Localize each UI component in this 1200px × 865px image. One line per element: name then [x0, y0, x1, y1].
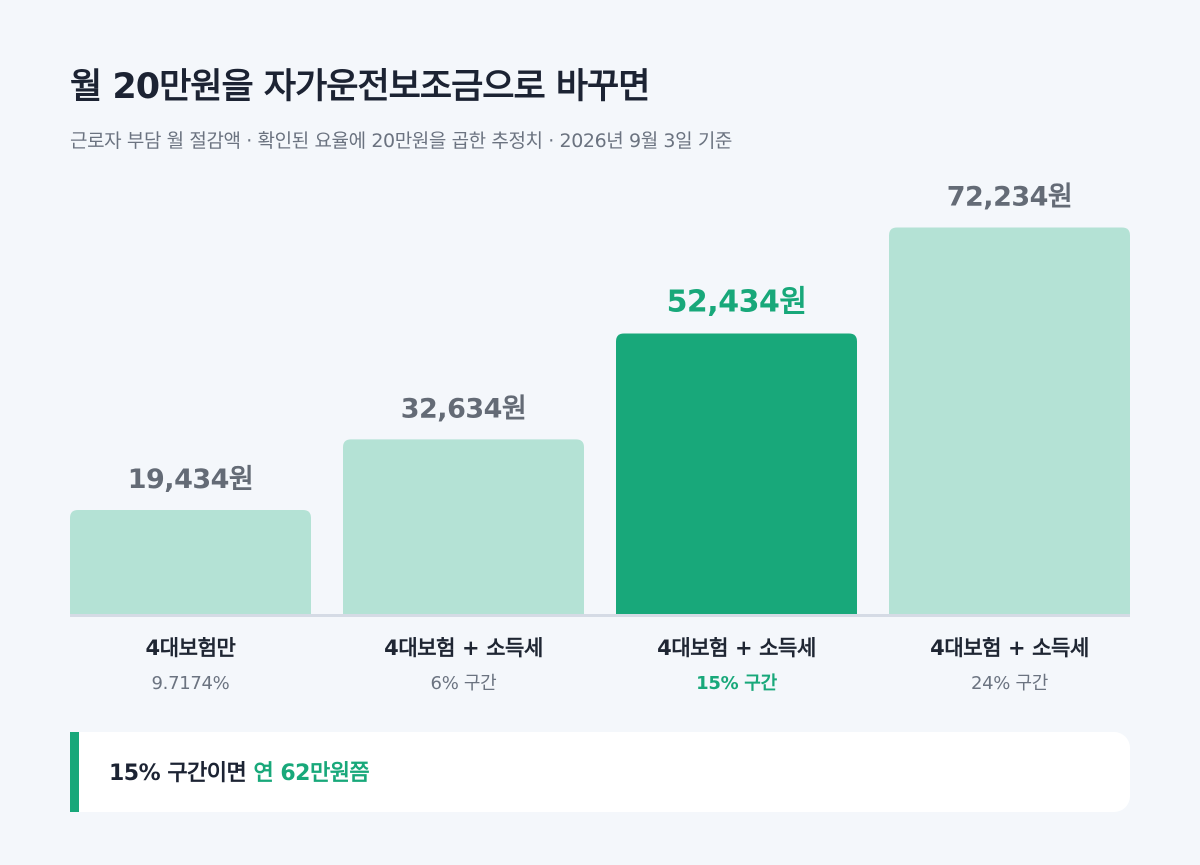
bar-chart: 19,434원 4대보험만 9.7174% 32,634원 4대보험 + 소득세 6% 구…: [70, 182, 1130, 694]
summary-callout: 15% 구간이면 연 62만원쯤: [70, 732, 1130, 812]
chart-subtitle: 근로자 부담 월 절감액 · 확인된 요율에 20만원을 곱한 추정치 · 20…: [70, 130, 732, 152]
category-label-2: 4대보험 + 소득세: [384, 636, 543, 660]
sub-label-3: 15% 구간: [696, 673, 777, 694]
bar-2: [343, 439, 584, 614]
x-axis-baseline: [70, 614, 1130, 617]
bar-1: [70, 510, 311, 614]
value-label-3: 52,434원: [667, 284, 807, 319]
category-label-1: 4대보험만: [146, 636, 236, 660]
value-label-4: 72,234원: [947, 182, 1073, 213]
callout-prefix: 15% 구간이면: [109, 761, 254, 786]
bar-3: [616, 333, 857, 614]
callout-highlight: 연 62만원쯤: [253, 761, 370, 786]
category-label-4: 4대보험 + 소득세: [930, 636, 1089, 660]
callout-accent-bar: [70, 732, 79, 812]
sub-label-1: 9.7174%: [152, 673, 230, 694]
sub-label-2: 6% 구간: [431, 673, 497, 694]
bar-4: [889, 227, 1130, 614]
value-label-2: 32,634원: [401, 393, 527, 424]
chart-title: 월 20만원을 자가운전보조금으로 바꾸면: [70, 67, 650, 107]
value-label-1: 19,434원: [128, 464, 254, 495]
callout-text: 15% 구간이면 연 62만원쯤: [109, 755, 370, 787]
sub-label-4: 24% 구간: [971, 673, 1048, 694]
category-label-3: 4대보험 + 소득세: [657, 636, 816, 660]
